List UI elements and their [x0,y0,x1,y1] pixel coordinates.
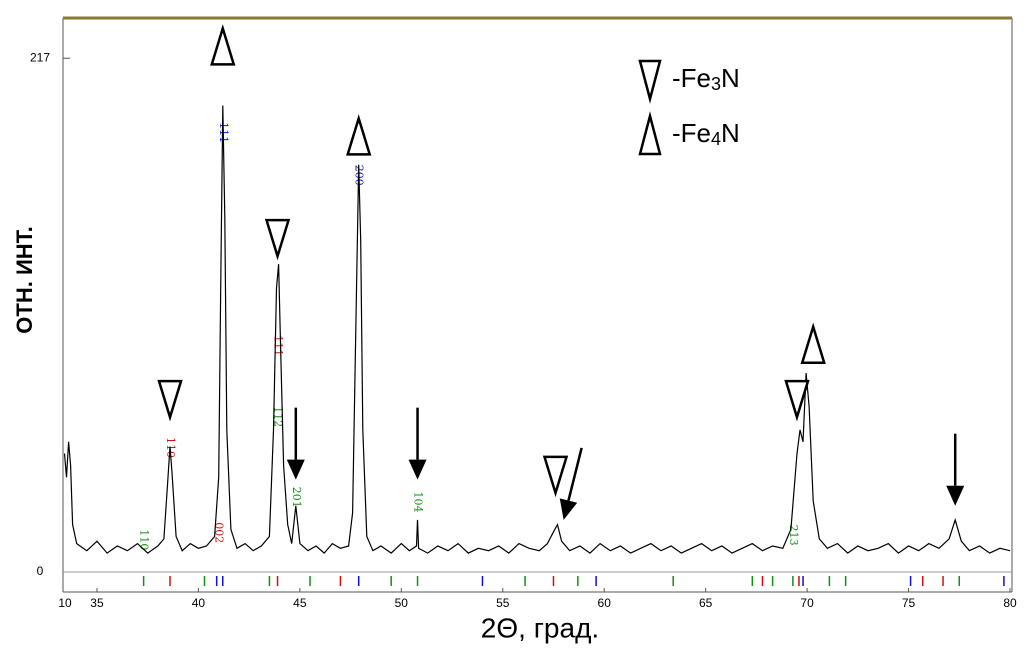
x-tick-label: 65 [699,596,713,610]
phase-marker [157,379,183,422]
phase-marker [542,455,569,498]
diffraction-line [63,105,1011,554]
y-axis-label: ОТН. ИНТ. [12,226,37,333]
x-axis-label: 2Θ, град. [481,612,599,643]
x-break-label: 10 [58,596,72,610]
phase-marker [210,24,236,66]
phase-marker [346,114,372,156]
arrow [286,407,305,480]
hkl-label: 111 [272,335,285,356]
legend-text-part: 4 [711,129,721,149]
x-tick-label: 70 [800,596,814,610]
phase-marker [800,322,826,364]
x-tick-label: 40 [192,596,206,610]
arrow-head [559,498,578,520]
hkl-label: 112 [272,406,285,427]
legend-label: -Fe4N [672,118,740,149]
hkl-label: 201 [290,487,303,508]
x-tick-label: 45 [293,596,307,610]
arrow-head [946,485,965,506]
arrow-shaft [567,447,583,501]
x-tick-label: 35 [90,596,104,610]
y-tick-label: 217 [30,50,50,64]
arrow [408,407,427,480]
legend-label: -Fe3N [672,63,740,94]
arrow [559,447,583,520]
x-tick-label: 60 [598,596,612,610]
x-tick-label: 55 [496,596,510,610]
legend-marker [638,111,662,156]
x-tick-label: 50 [395,596,409,610]
arrow-head [286,459,305,480]
legend-text-part: 3 [711,74,721,94]
phase-marker [784,379,810,422]
phase-marker [264,218,291,261]
x-tick-label: 80 [1003,596,1017,610]
legend-text-part: N [721,63,740,93]
hkl-label: 110 [138,529,151,550]
legend-marker [638,59,662,104]
hkl-label: 104 [412,492,425,513]
arrow [946,433,965,506]
hkl-label: 002 [213,522,226,543]
legend-text-part: -Fe [672,63,711,93]
y-tick-label: 0 [37,564,44,578]
legend-text-part: -Fe [672,118,711,148]
arrow-head [408,459,427,480]
legend-text-part: N [721,118,740,148]
x-tick-label: 75 [902,596,916,610]
